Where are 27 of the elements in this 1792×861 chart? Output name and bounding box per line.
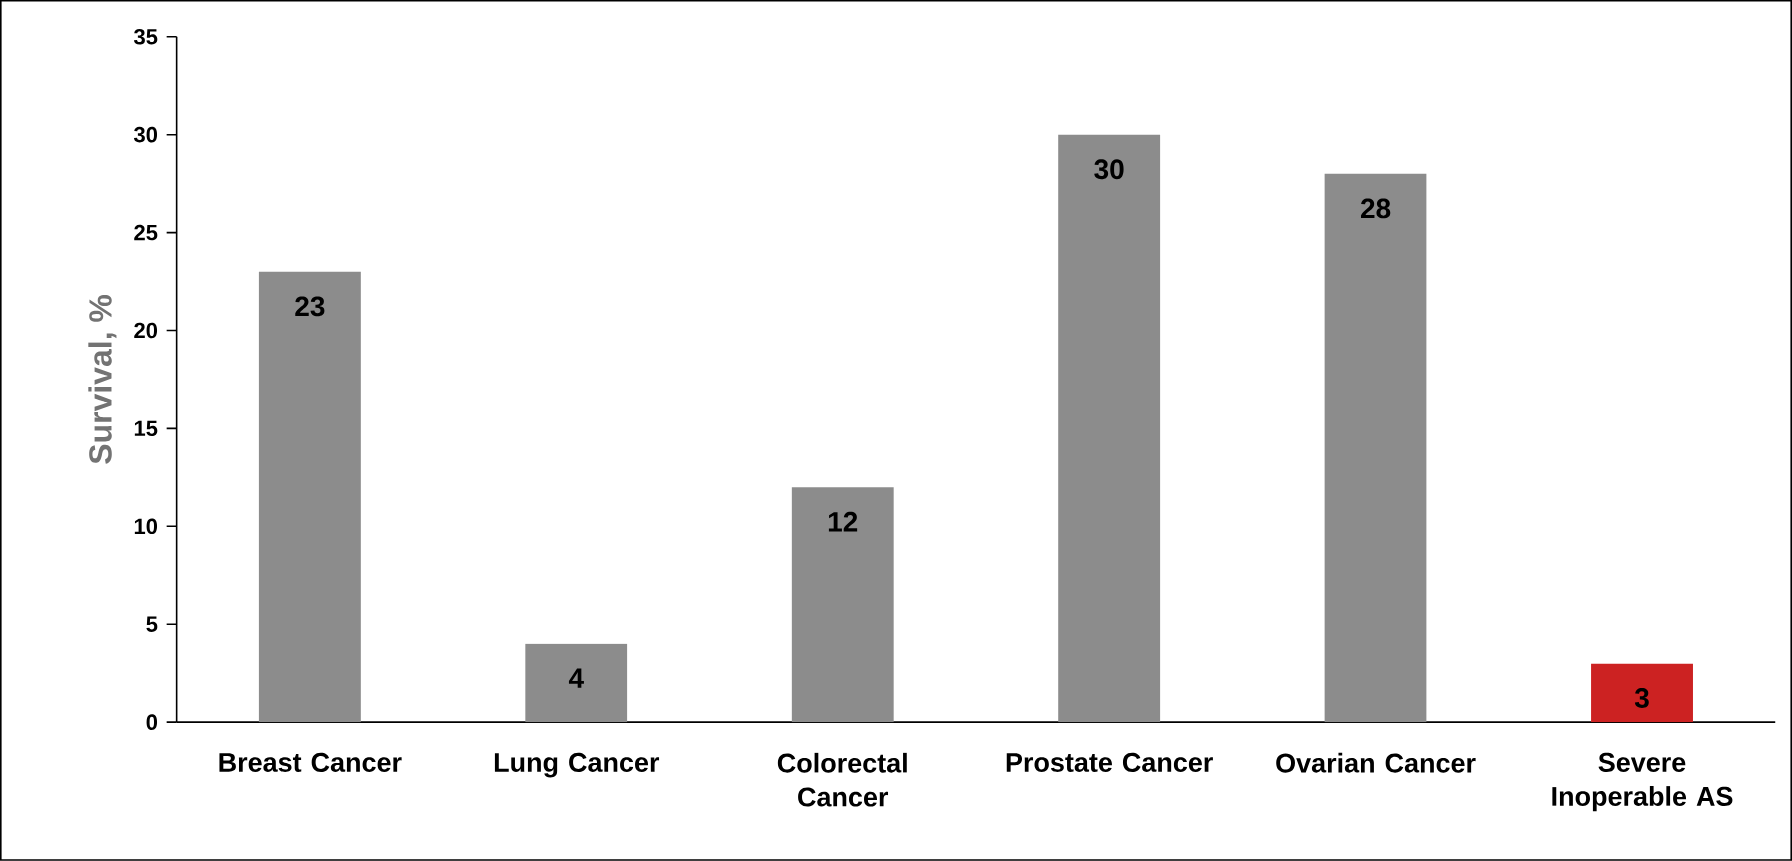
y-tick-label: 20 [134, 322, 158, 339]
bar [1324, 173, 1427, 723]
y-tick-label: 0 [146, 714, 158, 731]
x-tick-label: Ovarian Cancer [1276, 752, 1476, 773]
y-tick-label: 35 [133, 29, 158, 45]
x-tick-label: Lung Cancer [494, 752, 660, 778]
bar [791, 487, 894, 723]
y-axis-title: Survival, % [88, 295, 117, 464]
x-tick-label: Breast Cancer [219, 752, 402, 773]
data-label: 28 [1361, 198, 1391, 219]
bar [1058, 134, 1161, 723]
x-tick-label: Prostate Cancer [1006, 752, 1213, 773]
data-label: 30 [1094, 159, 1124, 180]
y-tick-label: 30 [133, 126, 158, 143]
y-tick-label: 15 [134, 420, 158, 437]
data-label: 23 [295, 296, 325, 317]
bar [525, 643, 628, 723]
x-tick-label: Colorectal Cancer [777, 752, 907, 807]
data-label: 12 [828, 511, 858, 532]
data-label: 4 [568, 668, 584, 688]
bar [1591, 663, 1693, 723]
y-tick-label: 25 [134, 224, 158, 241]
data-label: 3 [1634, 688, 1649, 709]
y-tick-label: 10 [134, 518, 158, 535]
y-tick-label: 5 [146, 616, 158, 632]
x-tick-label: Severe Inoperable AS [1552, 752, 1733, 812]
bar [258, 271, 361, 723]
